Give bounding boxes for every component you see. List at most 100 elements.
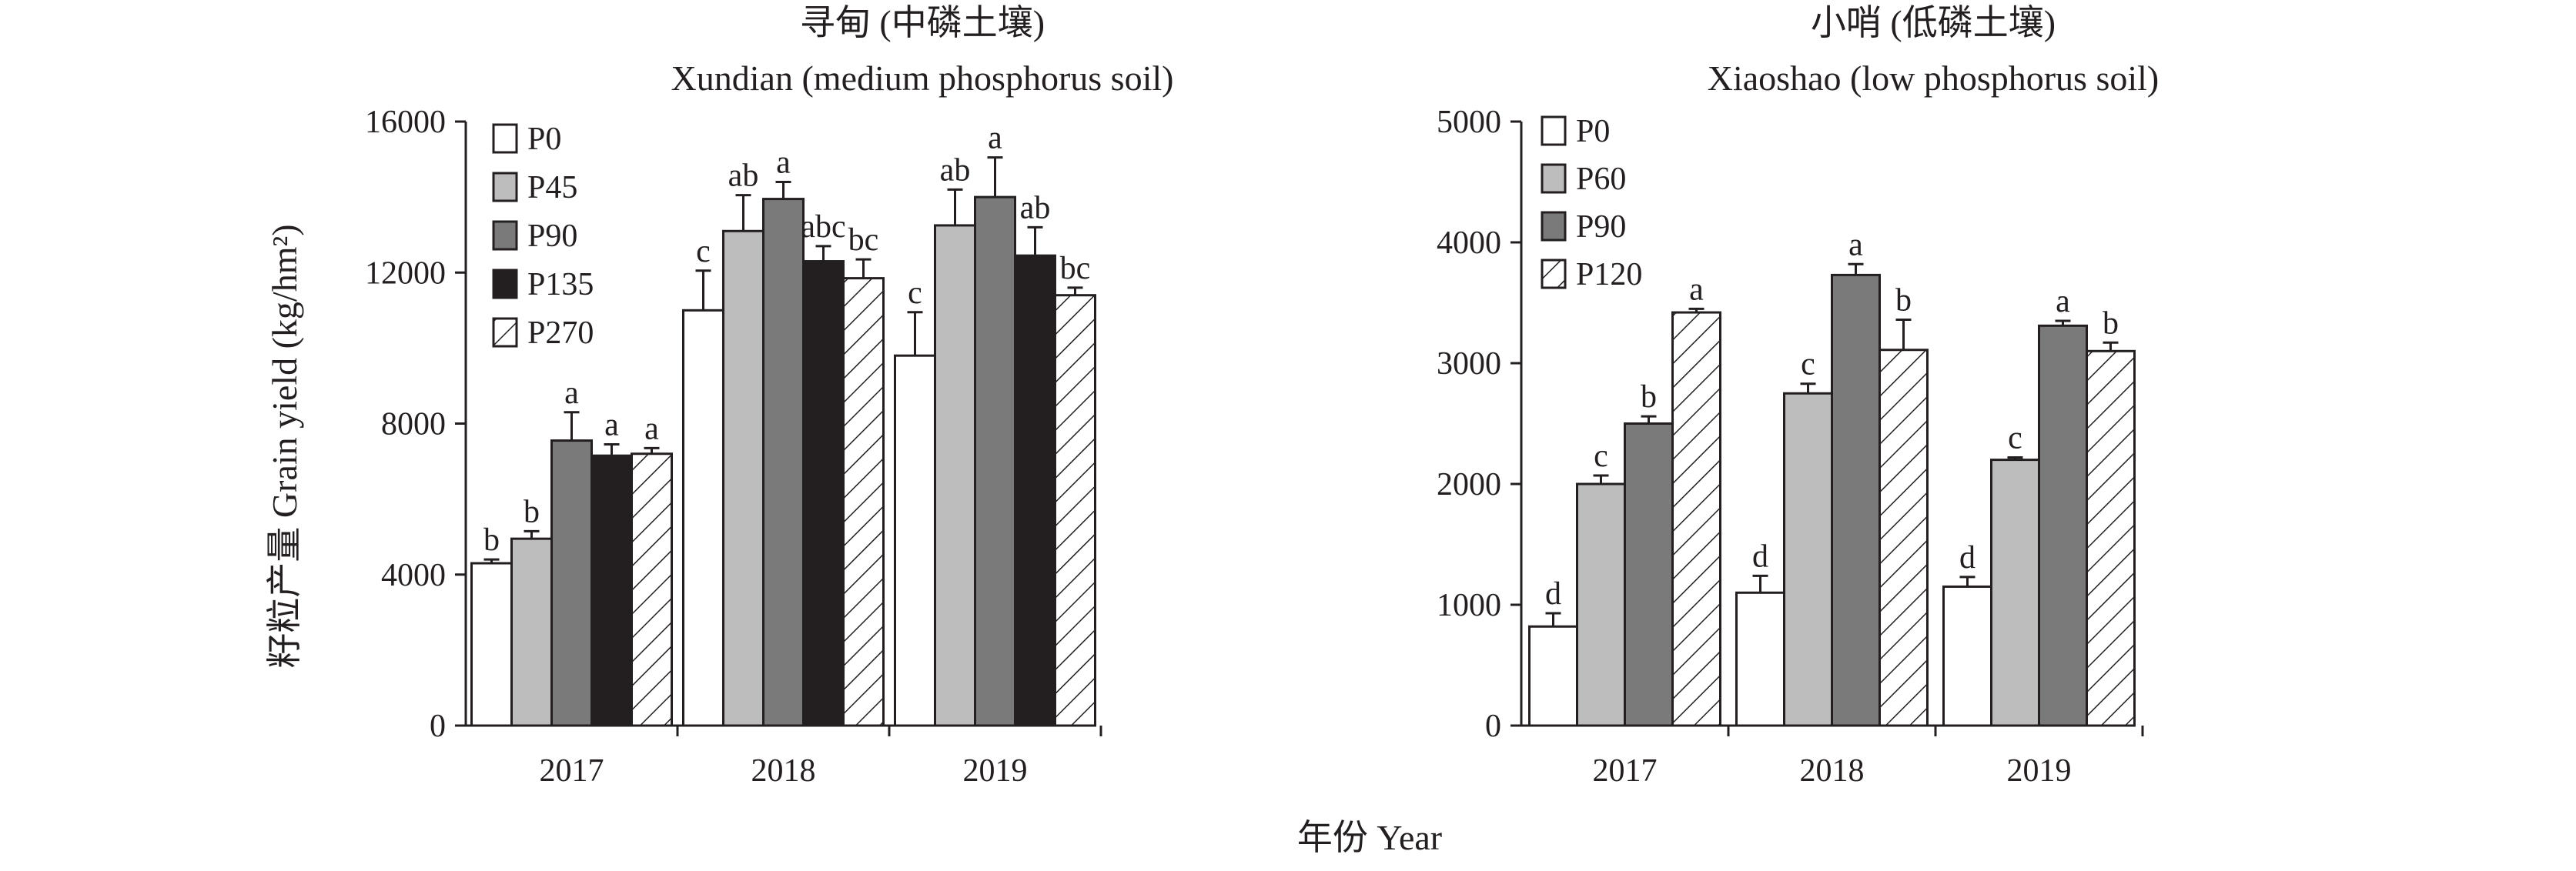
legend-label: P90 [527, 219, 577, 254]
significance-letter: b [524, 494, 540, 529]
significance-letter: a [644, 411, 659, 446]
legend-swatch [1541, 115, 1567, 146]
bar [842, 277, 885, 727]
significance-letter: d [1752, 539, 1768, 574]
legend-swatch [492, 317, 518, 348]
bar [1528, 625, 1578, 727]
significance-letter: c [696, 234, 711, 269]
x-axis-label: 年份 Year [1297, 818, 1442, 857]
legend-swatch [1541, 163, 1567, 194]
y-tick-label: 2000 [1437, 467, 1501, 502]
x-tick-label: 2019 [963, 753, 1028, 789]
y-axis-label: 籽粒产量 Grain yield (kg/hm²) [265, 224, 304, 668]
y-tick-label: 16000 [365, 105, 446, 140]
significance-letter: ab [1020, 190, 1051, 225]
y-tick-label: 1000 [1437, 588, 1501, 623]
y-tick-label: 3000 [1437, 346, 1501, 382]
bar [1831, 273, 1881, 727]
bar [894, 354, 936, 727]
bar [1990, 459, 2040, 727]
legend-label: P45 [527, 170, 577, 205]
x-tick-label: 2018 [1800, 753, 1865, 789]
chart-xiaoshao-title: 小哨 (低磷土壤) [1811, 3, 2056, 42]
bar [1878, 349, 1929, 727]
y-tick-label: 12000 [365, 255, 446, 291]
bar [2038, 324, 2088, 727]
significance-letter: a [1848, 227, 1863, 262]
x-tick-label: 2019 [2007, 753, 2072, 789]
significance-letter: c [1801, 347, 1815, 382]
chart-xundian: 寻甸 (中磷土壤) Xundian (medium phosphorus soi… [365, 3, 1173, 789]
significance-letter: c [1594, 439, 1608, 474]
legend-swatch [492, 172, 518, 202]
significance-letter: bc [848, 222, 879, 258]
significance-letter: a [1689, 272, 1704, 307]
significance-letter: c [2008, 420, 2022, 456]
bar [2086, 349, 2136, 727]
y-tick-label: 0 [430, 709, 446, 744]
bar [974, 195, 1016, 727]
significance-letter: a [2056, 284, 2070, 319]
chart-xiaoshao-subtitle: Xiaoshao (low phosphorus soil) [1708, 58, 2159, 98]
chart-xundian-title: 寻甸 (中磷土壤) [800, 3, 1045, 42]
significance-letter: ab [940, 152, 971, 188]
y-tick-label: 5000 [1437, 105, 1501, 140]
significance-letter: d [1959, 540, 1975, 576]
bar [1942, 585, 1992, 727]
bar [1014, 254, 1056, 727]
x-tick-label: 2018 [751, 753, 816, 789]
y-tick-label: 4000 [381, 558, 446, 593]
legend-label: P120 [1576, 257, 1642, 292]
bar [470, 562, 513, 727]
significance-letter: a [604, 407, 619, 442]
legend-label: P0 [527, 122, 561, 157]
bar [1576, 482, 1626, 727]
significance-letter: a [564, 375, 579, 411]
significance-letter: b [1895, 282, 1912, 318]
bar [722, 229, 764, 727]
legend-swatch [1541, 259, 1567, 289]
y-tick-label: 4000 [1437, 225, 1501, 261]
significance-letter: d [1545, 576, 1561, 612]
legend-label: P60 [1576, 162, 1626, 197]
bar [550, 439, 593, 727]
significance-letter: c [908, 275, 922, 311]
x-tick-label: 2017 [540, 753, 604, 789]
significance-letter: b [483, 522, 500, 558]
legend-label: P0 [1576, 114, 1610, 149]
significance-letter: bc [1060, 251, 1091, 286]
bar [1671, 311, 1721, 727]
bar [934, 224, 976, 727]
y-tick-label: 8000 [381, 407, 446, 442]
bar [1624, 422, 1674, 727]
bar [1054, 294, 1096, 727]
legend-label: P135 [527, 267, 594, 302]
significance-letter: a [776, 145, 791, 181]
significance-letter: b [2103, 305, 2119, 341]
bar [802, 260, 845, 727]
chart-xundian-subtitle: Xundian (medium phosphorus soil) [671, 58, 1174, 98]
x-tick-label: 2017 [1593, 753, 1658, 789]
legend-swatch [492, 220, 518, 251]
bar [682, 309, 724, 727]
bar [631, 452, 673, 727]
legend-label: P90 [1576, 209, 1626, 245]
legend-swatch [492, 269, 518, 299]
bar [1783, 392, 1833, 727]
legend-label: P270 [527, 315, 594, 351]
bar [510, 537, 553, 727]
bar [762, 198, 805, 727]
bar [590, 454, 633, 727]
legend-swatch [1541, 211, 1567, 242]
y-tick-label: 0 [1485, 709, 1501, 744]
chart-xiaoshao: 小哨 (低磷土壤) Xiaoshao (low phosphorus soil)… [1437, 3, 2159, 789]
bar [1735, 591, 1785, 727]
significance-letter: abc [801, 209, 845, 245]
significance-letter: a [988, 121, 1002, 156]
significance-letter: ab [728, 159, 759, 194]
significance-letter: b [1641, 379, 1657, 415]
legend-swatch [492, 123, 518, 154]
